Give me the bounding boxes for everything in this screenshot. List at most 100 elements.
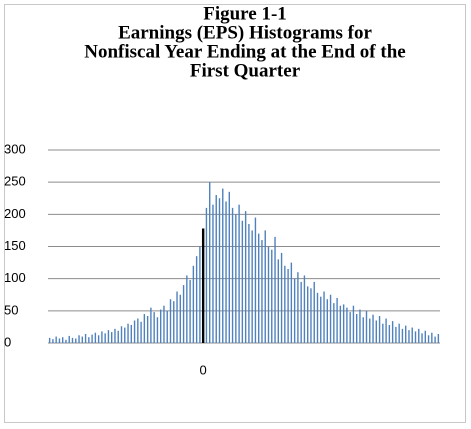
bar	[333, 303, 335, 343]
bar	[55, 336, 57, 343]
bar	[375, 320, 377, 343]
bar	[264, 230, 266, 343]
bar	[101, 331, 103, 343]
bar	[143, 314, 146, 343]
y-tick-label: 100	[4, 270, 26, 285]
bar	[395, 326, 397, 343]
bar	[117, 330, 119, 343]
bar	[130, 324, 132, 343]
bar	[310, 288, 312, 343]
bar	[418, 328, 420, 343]
bar	[421, 333, 423, 343]
bar	[225, 201, 227, 343]
bar	[365, 310, 368, 343]
bar	[313, 281, 315, 343]
bar	[271, 249, 273, 343]
bar	[222, 188, 224, 343]
bar	[434, 336, 436, 343]
bar	[65, 339, 67, 343]
bar	[146, 315, 149, 343]
bar	[280, 252, 283, 343]
bar	[238, 204, 240, 343]
bar	[48, 337, 51, 343]
bar	[153, 312, 155, 343]
bar	[424, 330, 426, 343]
bar	[349, 312, 351, 343]
bar	[140, 321, 142, 343]
bar	[160, 309, 162, 343]
chart-frame	[4, 4, 466, 423]
bar	[427, 335, 430, 343]
bar	[244, 211, 247, 343]
x-tick-label: 0	[200, 362, 207, 377]
bar	[120, 326, 123, 343]
bar	[405, 325, 407, 343]
bar	[68, 335, 70, 343]
bar	[91, 334, 93, 343]
chart-title: First Quarter	[190, 60, 301, 81]
bar	[274, 236, 276, 343]
bar	[156, 317, 159, 343]
bar	[329, 294, 332, 343]
bar	[346, 307, 348, 343]
chart-title: Earnings (EPS) Histograms for	[118, 22, 372, 43]
bar	[293, 278, 296, 343]
bar	[398, 323, 400, 343]
bar	[303, 275, 306, 343]
bar	[212, 204, 214, 343]
chart-title: Nonfiscal Year Ending at the End of the	[84, 41, 405, 62]
bar	[307, 286, 309, 343]
chart-title: Figure 1-1	[203, 3, 287, 24]
bar	[362, 317, 364, 343]
bar	[127, 323, 129, 343]
bar	[297, 272, 299, 343]
bar	[169, 299, 172, 343]
bar	[414, 331, 417, 343]
bar	[205, 207, 208, 343]
bar	[342, 304, 345, 343]
y-tick-label: 150	[4, 238, 26, 253]
bar	[385, 318, 387, 343]
bar	[189, 279, 191, 343]
bar	[163, 305, 165, 343]
bar	[52, 339, 54, 343]
bar	[391, 321, 394, 343]
bar	[201, 228, 205, 343]
bar	[186, 275, 188, 343]
bar	[359, 309, 361, 343]
bar	[408, 330, 410, 343]
bar	[378, 315, 381, 343]
bar	[287, 269, 289, 343]
bar	[192, 265, 195, 343]
bar	[195, 256, 198, 343]
bar	[137, 318, 139, 343]
bar	[411, 327, 413, 343]
bar	[258, 233, 260, 343]
bar	[173, 301, 175, 343]
bar	[78, 335, 80, 343]
bar	[241, 220, 244, 343]
bar	[401, 328, 404, 343]
y-tick-label: 250	[4, 174, 26, 189]
bar	[166, 310, 168, 343]
bar	[150, 307, 152, 343]
bar	[81, 336, 83, 343]
bar	[71, 337, 74, 343]
bar	[320, 296, 322, 343]
bar	[326, 299, 328, 343]
bar	[114, 328, 116, 343]
y-tick-label: 50	[4, 302, 18, 317]
bar	[124, 327, 126, 343]
bar	[382, 323, 384, 343]
bar	[199, 246, 201, 343]
bar	[182, 285, 185, 343]
bar	[176, 291, 178, 343]
bar	[388, 324, 391, 343]
bar	[75, 338, 77, 343]
bar	[254, 217, 257, 343]
bar	[97, 335, 100, 343]
y-tick-label: 0	[4, 334, 11, 349]
bar	[437, 333, 440, 343]
bar	[267, 246, 270, 343]
